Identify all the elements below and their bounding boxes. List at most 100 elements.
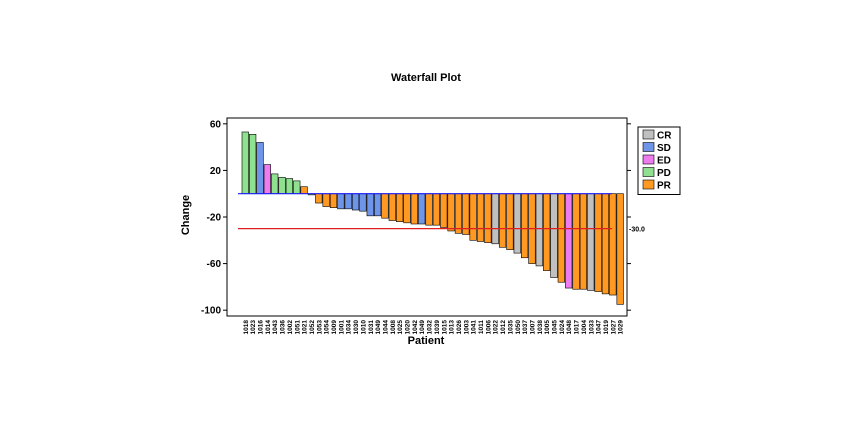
y-axis-label: Change xyxy=(180,195,192,235)
x-tick-label: 1032 xyxy=(427,320,434,335)
bar xyxy=(469,193,477,241)
bar xyxy=(271,173,279,195)
bar xyxy=(550,193,558,278)
x-tick-label: 1034 xyxy=(346,320,353,335)
x-tick-label: 1018 xyxy=(243,320,250,335)
reference-line-label: -30.0 xyxy=(629,227,645,234)
legend-label-sd: SD xyxy=(657,143,671,154)
bar xyxy=(425,193,433,226)
x-tick-label: 1011 xyxy=(478,320,485,334)
x-tick-label: 1047 xyxy=(596,320,603,335)
bar xyxy=(513,193,521,254)
bar xyxy=(344,193,352,210)
legend-label-pd: PD xyxy=(657,168,671,179)
x-tick-label: 1035 xyxy=(507,320,514,335)
bar xyxy=(249,134,257,195)
bar xyxy=(440,193,448,228)
bar xyxy=(572,193,580,290)
bar xyxy=(300,186,308,195)
legend-label-pr: PR xyxy=(657,181,672,192)
bar xyxy=(256,142,264,195)
legend-swatch-pd xyxy=(642,167,655,177)
bar xyxy=(609,193,617,296)
y-tick-label: -60 xyxy=(207,259,222,270)
x-tick-label: 1010 xyxy=(360,320,367,335)
bar xyxy=(616,193,624,305)
x-tick-label: 1031 xyxy=(368,320,375,335)
x-tick-label: 1020 xyxy=(405,320,412,335)
bar xyxy=(285,178,294,194)
y-tick-label: -20 xyxy=(207,213,222,224)
x-tick-label: 1027 xyxy=(610,320,617,335)
legend-label-ed: ED xyxy=(657,156,671,167)
bar xyxy=(543,193,551,271)
legend-swatch-ed xyxy=(642,154,655,165)
bar xyxy=(322,193,330,207)
x-tick-label: 1009 xyxy=(331,320,338,335)
x-tick-label: 1008 xyxy=(390,320,397,335)
bar xyxy=(535,193,543,267)
x-tick-label: 1053 xyxy=(316,320,323,335)
legend-label-cr: CR xyxy=(657,131,672,142)
bar xyxy=(373,193,382,217)
bar xyxy=(366,193,374,217)
x-tick-label: 1054 xyxy=(324,320,331,335)
x-tick-label: 1019 xyxy=(603,320,610,335)
bar xyxy=(359,193,367,212)
bar xyxy=(315,193,323,204)
x-tick-label: 1041 xyxy=(471,320,478,335)
x-tick-label: 1051 xyxy=(294,320,301,335)
bar xyxy=(484,193,492,243)
legend-swatch-cr xyxy=(642,129,655,140)
bar xyxy=(506,193,514,250)
x-tick-label: 1030 xyxy=(353,320,360,335)
y-tick-label: 60 xyxy=(210,119,222,130)
bar xyxy=(337,193,345,210)
bar xyxy=(263,164,271,195)
x-tick-label: 1029 xyxy=(618,320,625,335)
bar xyxy=(293,180,301,194)
x-tick-label: 1039 xyxy=(434,320,441,335)
x-tick-label: 1014 xyxy=(265,320,272,335)
x-axis-label: Patient xyxy=(408,335,445,347)
chart-title: Waterfall Plot xyxy=(391,72,461,84)
x-tick-label: 1049 xyxy=(419,320,426,335)
bar xyxy=(454,193,463,234)
bar xyxy=(557,193,565,283)
x-tick-label: 1026 xyxy=(456,320,463,335)
bar xyxy=(432,193,441,226)
bar xyxy=(351,193,360,211)
x-tick-label: 1004 xyxy=(581,320,588,335)
x-tick-label: 1017 xyxy=(574,320,581,335)
bar xyxy=(329,193,338,208)
x-tick-label: 1003 xyxy=(463,320,470,335)
bar xyxy=(498,193,507,248)
x-tick-label: 1044 xyxy=(382,320,389,335)
x-tick-label: 1038 xyxy=(537,320,544,335)
bar xyxy=(447,193,455,232)
x-tick-label: 1012 xyxy=(500,320,507,335)
bar xyxy=(491,193,499,245)
bar xyxy=(520,193,529,259)
bar xyxy=(587,193,595,291)
bar xyxy=(418,193,426,225)
bar xyxy=(241,131,249,195)
x-tick-label: 1043 xyxy=(272,320,279,335)
bar xyxy=(594,193,602,292)
bar xyxy=(381,193,389,219)
bar xyxy=(476,193,485,242)
bar xyxy=(565,193,573,289)
x-tick-label: 1016 xyxy=(258,320,265,335)
x-tick-label: 1025 xyxy=(397,320,404,335)
x-tick-label: 1015 xyxy=(441,320,448,335)
y-tick-label: 20 xyxy=(210,166,222,177)
bar xyxy=(403,193,411,224)
x-tick-label: 1006 xyxy=(485,320,492,335)
bar xyxy=(278,177,286,195)
x-tick-label: 1036 xyxy=(280,320,287,335)
x-tick-label: 1045 xyxy=(552,320,559,335)
y-tick-label: -100 xyxy=(201,306,221,317)
